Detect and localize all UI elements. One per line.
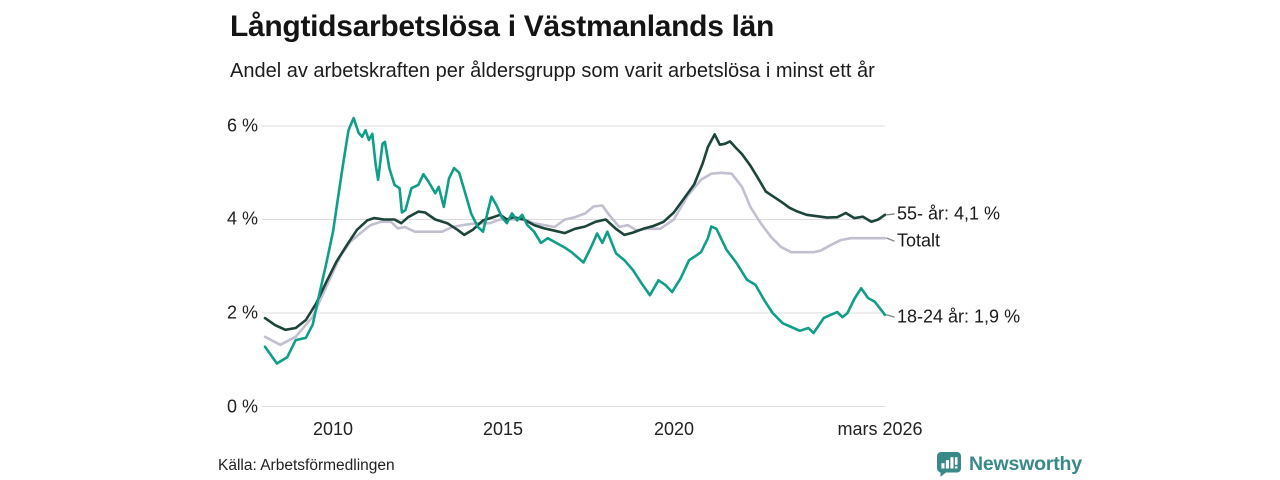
page-title: Långtidsarbetslösa i Västmanlands län: [230, 10, 775, 43]
series-end-label-55-plus: 55- år: 4,1 %: [897, 203, 1001, 224]
newsworthy-icon: [936, 451, 962, 477]
y-axis-tick-label: 0 %: [226, 396, 258, 417]
x-axis-tick-label: 2015: [482, 419, 524, 439]
y-axis-tick-label: 6 %: [226, 115, 258, 136]
y-axis-tick-label: 4 %: [226, 208, 258, 229]
newsworthy-logo[interactable]: Newsworthy: [936, 451, 1082, 477]
source-text: Källa: Arbetsförmedlingen: [218, 457, 395, 474]
page-subtitle: Andel av arbetskraften per åldersgrupp s…: [230, 60, 875, 82]
newsworthy-wordmark: Newsworthy: [969, 452, 1082, 475]
x-axis-tick-label: 2010: [312, 419, 354, 439]
series-end-label-18-24: 18-24 år: 1,9 %: [897, 306, 1021, 327]
x-axis-tick-label: mars 2026: [837, 419, 923, 439]
y-axis-tick-label: 2 %: [226, 302, 258, 323]
series-end-label-total: Totalt: [897, 230, 941, 251]
x-axis-tick-label: 2020: [653, 419, 695, 439]
